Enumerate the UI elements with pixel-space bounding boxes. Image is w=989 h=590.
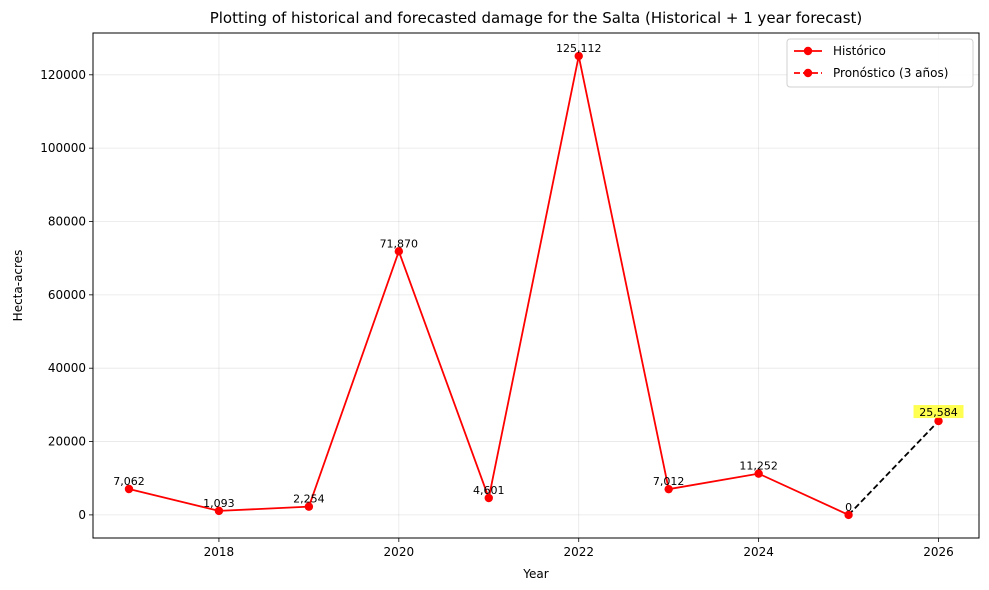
data-label: 1,093	[203, 497, 235, 510]
data-label: 11,252	[739, 460, 778, 473]
data-label: 7,012	[653, 475, 685, 488]
historical-point	[394, 247, 404, 256]
data-label: 7,062	[113, 475, 145, 488]
y-tick-label: 80000	[48, 215, 86, 229]
y-axis-title: Hecta-acres	[11, 250, 25, 322]
x-tick-label: 2022	[563, 545, 594, 559]
historical-point	[124, 484, 134, 494]
y-tick-label: 60000	[48, 288, 86, 302]
y-tick-label: 120000	[40, 68, 86, 82]
historical-point	[214, 506, 224, 516]
forecast-label-highlight	[913, 405, 964, 419]
series-layer	[124, 51, 943, 520]
plot-frame	[92, 32, 980, 539]
historical-point	[304, 502, 314, 511]
y-tick-label: 100000	[40, 141, 86, 155]
chart-title: Plotting of historical and forecasted da…	[210, 9, 863, 27]
legend-box	[786, 38, 974, 88]
legend-label: Histórico	[833, 44, 886, 58]
data-label: 71,870	[380, 237, 419, 250]
x-tick-label: 2018	[204, 545, 235, 559]
historical-point	[484, 493, 493, 503]
historical-point	[664, 484, 673, 494]
legend-marker	[803, 68, 813, 78]
legend-label: Pronóstico (3 años)	[833, 66, 948, 80]
grid	[93, 33, 979, 538]
data-label: 2,254	[293, 493, 325, 506]
legend: Histórico Pronóstico (3 años)	[786, 38, 974, 88]
forecast-line	[847, 420, 940, 516]
y-tick-label: 20000	[48, 435, 86, 449]
data-labels: 7,062 1,093 2,254 71,870 4,601 125,112 7,012 11…	[113, 42, 964, 514]
x-tick-label: 2024	[743, 545, 774, 559]
x-tick-label: 2020	[384, 545, 415, 559]
forecast-data-label: 25,584	[919, 406, 958, 419]
x-tick-label: 2026	[923, 545, 954, 559]
data-label: 125,112	[556, 42, 602, 55]
axis-ticks: 2018 2020 2022 2024 2026 0 20000 40000 60000 8000…	[40, 68, 954, 559]
data-label: 0	[845, 501, 852, 514]
y-tick-label: 0	[78, 508, 86, 522]
historical-point	[754, 469, 763, 478]
forecast-point	[934, 416, 943, 426]
historical-point	[844, 510, 853, 520]
x-axis-title: Year	[522, 567, 548, 581]
historical-point	[574, 51, 583, 61]
legend-marker	[803, 46, 813, 56]
data-label: 4,601	[473, 484, 505, 497]
y-tick-label: 40000	[48, 361, 86, 375]
